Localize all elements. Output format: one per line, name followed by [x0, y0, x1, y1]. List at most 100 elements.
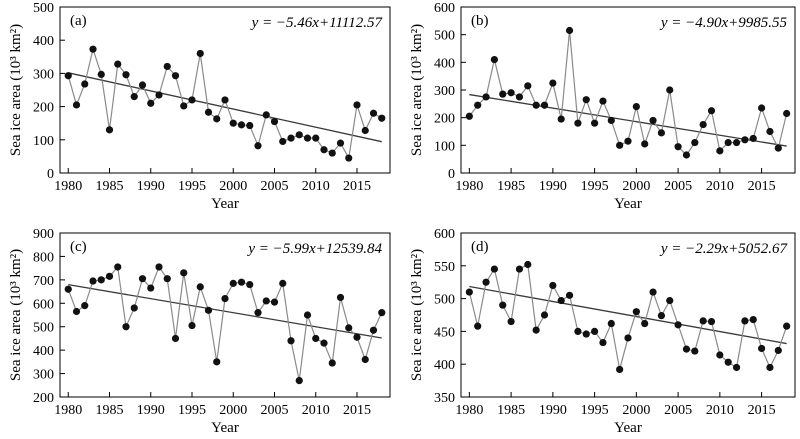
- y-axis-title: Sea ice area (10³ km²): [409, 249, 425, 381]
- data-point: [565, 291, 574, 299]
- data-point: [204, 306, 213, 314]
- data-point: [312, 134, 320, 142]
- y-axis-title: Sea ice area (10³ km²): [409, 24, 425, 156]
- data-point: [732, 138, 741, 147]
- x-tick-label: 2010: [302, 403, 330, 418]
- x-tick-label: 1985: [96, 403, 124, 418]
- y-tick-label: 300: [434, 84, 455, 99]
- data-point: [649, 116, 657, 125]
- y-tick-label: 400: [33, 344, 54, 359]
- data-point: [171, 334, 180, 343]
- y-tick-label: 300: [33, 67, 54, 82]
- data-point: [262, 297, 270, 305]
- data-point: [515, 265, 524, 273]
- data-point: [474, 101, 482, 109]
- x-tick-label: 2005: [261, 179, 289, 194]
- data-point: [105, 126, 114, 134]
- data-point: [345, 154, 353, 162]
- data-point: [221, 295, 229, 303]
- x-tick-label: 1990: [137, 403, 165, 418]
- chart-panel-4: 1980 1985 1990 1995 2000 2005 2010 2015 350 400 45…: [409, 227, 796, 436]
- data-point: [336, 293, 345, 302]
- trend-line: [469, 285, 787, 345]
- y-tick-label: 900: [33, 227, 54, 242]
- x-tick-label: 1980: [455, 179, 483, 194]
- data-point: [465, 288, 473, 296]
- regression-equation: y = −5.99x+12539.84: [246, 241, 382, 257]
- data-point: [599, 97, 607, 105]
- data-point: [582, 330, 590, 338]
- data-point: [328, 149, 336, 157]
- x-tick-label: 1980: [455, 403, 483, 418]
- plot-frame: [460, 232, 796, 398]
- data-point: [237, 278, 246, 286]
- data-point: [180, 102, 188, 110]
- data-point: [246, 121, 254, 130]
- data-point: [369, 326, 378, 334]
- data-point: [549, 79, 557, 87]
- x-tick-label: 2010: [302, 179, 330, 194]
- x-axis-title: Year: [614, 420, 642, 436]
- series-line: [468, 30, 788, 156]
- data-point: [262, 111, 270, 119]
- data-point: [163, 62, 171, 71]
- data-point: [155, 263, 163, 271]
- data-point: [221, 96, 229, 104]
- data-point: [624, 137, 632, 145]
- data-point: [499, 90, 507, 98]
- data-point: [114, 60, 122, 68]
- data-point: [682, 345, 691, 353]
- data-point: [599, 338, 607, 347]
- data-point: [130, 93, 138, 101]
- data-point: [345, 324, 353, 332]
- data-point: [287, 337, 295, 345]
- data-point: [632, 308, 640, 316]
- panel-label: (d): [471, 239, 489, 255]
- x-tick-label: 2015: [343, 179, 371, 194]
- y-tick-label: 350: [434, 391, 455, 406]
- x-tick-label: 2005: [664, 403, 692, 418]
- data-point: [565, 26, 574, 35]
- plot-frame: [59, 232, 391, 398]
- data-point: [378, 114, 386, 122]
- x-axis-title: Year: [211, 196, 239, 212]
- data-point: [81, 80, 89, 88]
- data-point: [270, 117, 279, 126]
- x-tick-label: 2010: [706, 179, 734, 194]
- y-tick-label: 300: [33, 368, 54, 383]
- data-point: [532, 326, 540, 334]
- data-point: [574, 327, 582, 335]
- data-point: [89, 45, 97, 53]
- data-point: [64, 285, 72, 293]
- data-point: [499, 301, 507, 309]
- data-point: [716, 351, 724, 359]
- data-point: [204, 108, 213, 116]
- data-point: [64, 72, 72, 80]
- data-point: [213, 358, 221, 366]
- y-tick-label: 200: [33, 101, 54, 116]
- data-point: [254, 142, 262, 150]
- series-line: [468, 263, 788, 370]
- data-point: [138, 81, 147, 89]
- data-point: [312, 334, 320, 343]
- data-point: [270, 298, 279, 306]
- data-point: [303, 134, 312, 142]
- y-tick-label: 100: [434, 139, 455, 154]
- plot-frame: [59, 6, 391, 174]
- data-point: [641, 140, 649, 148]
- x-tick-label: 1995: [581, 179, 609, 194]
- y-tick-label: 200: [33, 391, 54, 406]
- data-point: [732, 363, 741, 372]
- data-point: [147, 284, 155, 292]
- y-tick-label: 550: [434, 260, 455, 275]
- data-point: [180, 269, 188, 277]
- data-point: [758, 104, 766, 112]
- data-point: [279, 279, 287, 287]
- data-point: [303, 311, 312, 319]
- data-point: [295, 131, 303, 139]
- data-point: [507, 317, 515, 326]
- data-point: [766, 127, 774, 136]
- data-point: [607, 116, 615, 125]
- y-tick-label: 400: [434, 358, 455, 373]
- x-tick-label: 1985: [96, 179, 124, 194]
